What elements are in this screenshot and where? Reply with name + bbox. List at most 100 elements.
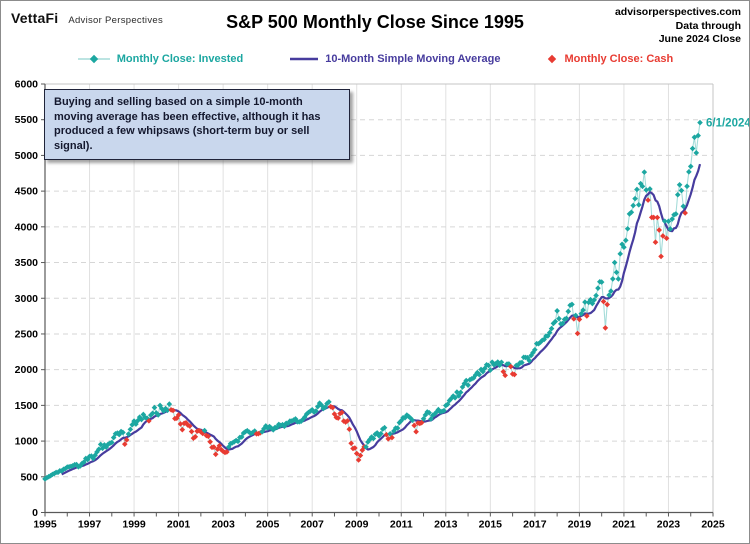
- moving-average-line-icon: [290, 57, 319, 61]
- cash-marker: [576, 316, 583, 323]
- invested-marker: [110, 434, 117, 441]
- invested-marker: [587, 296, 594, 303]
- invested-marker: [225, 444, 232, 450]
- invested-marker: [545, 333, 551, 339]
- cash-marker: [339, 409, 345, 416]
- invested-marker: [489, 359, 495, 365]
- invested-marker: [125, 431, 132, 437]
- invested-marker: [363, 444, 369, 450]
- invested-marker: [476, 371, 482, 378]
- cash-marker: [214, 446, 221, 453]
- cash-marker: [173, 415, 180, 422]
- cash-marker: [584, 313, 590, 319]
- invested-marker: [493, 360, 499, 367]
- cash-marker: [652, 239, 659, 245]
- invested-marker: [138, 416, 145, 423]
- cash-marker: [658, 253, 664, 260]
- invested-marker: [628, 209, 635, 216]
- y-tick-label: 500: [20, 471, 38, 483]
- invested-marker: [478, 366, 484, 373]
- invested-marker: [563, 315, 570, 322]
- invested-marker: [684, 183, 690, 190]
- cash-marker: [335, 415, 341, 421]
- invested-marker: [309, 407, 315, 413]
- cash-marker: [500, 368, 507, 375]
- invested-marker: [691, 134, 698, 141]
- invested-marker: [622, 237, 629, 244]
- y-tick-label: 4000: [15, 221, 39, 233]
- invested-marker: [238, 434, 245, 440]
- cash-marker: [600, 298, 607, 305]
- invested-marker: [276, 421, 282, 428]
- cash-marker: [507, 363, 514, 370]
- invested-marker: [593, 292, 599, 299]
- invested-marker: [120, 429, 126, 436]
- invested-marker: [405, 413, 412, 420]
- cash-marker: [170, 407, 176, 414]
- invested-marker: [552, 318, 559, 325]
- x-tick-label: 1997: [78, 519, 102, 531]
- y-tick-label: 2000: [15, 364, 39, 376]
- invested-marker: [678, 187, 685, 194]
- invested-marker: [318, 402, 325, 408]
- invested-marker: [463, 377, 470, 384]
- invested-marker: [409, 417, 416, 424]
- invested-marker: [665, 218, 672, 225]
- invested-marker: [44, 474, 50, 481]
- invested-marker: [687, 163, 694, 170]
- invested-marker: [144, 415, 150, 422]
- invested-marker: [530, 349, 536, 356]
- y-tick-label: 0: [32, 507, 38, 519]
- invested-marker: [162, 405, 169, 412]
- invested-marker: [307, 408, 314, 415]
- chart-legend: Monthly Close: Invested 10-Month Simple …: [1, 53, 749, 65]
- invested-marker: [608, 288, 614, 294]
- invested-marker: [250, 429, 256, 436]
- cash-marker: [385, 436, 392, 442]
- invested-marker: [127, 426, 134, 433]
- cash-marker: [190, 435, 197, 441]
- cash-diamond-icon: [548, 54, 557, 64]
- invested-marker: [90, 455, 97, 462]
- cash-marker: [663, 235, 670, 242]
- last-point-label: 6/1/2024: [706, 118, 749, 130]
- invested-marker: [77, 463, 84, 469]
- invested-marker: [431, 411, 438, 417]
- x-tick-label: 2015: [479, 519, 503, 531]
- invested-marker: [626, 211, 633, 217]
- invested-marker: [450, 393, 457, 399]
- invested-marker: [689, 145, 696, 152]
- header-right-block: advisorperspectives.com Data through Jun…: [615, 6, 741, 47]
- invested-marker: [301, 414, 308, 420]
- invested-marker: [669, 216, 675, 222]
- invested-marker: [639, 183, 646, 190]
- cash-marker: [502, 372, 508, 379]
- invested-marker: [292, 416, 299, 422]
- invested-marker: [374, 430, 380, 436]
- cash-marker: [205, 433, 212, 440]
- invested-marker: [480, 368, 486, 375]
- invested-marker: [264, 425, 271, 431]
- invested-marker: [105, 441, 111, 448]
- cash-marker: [183, 420, 189, 426]
- cash-marker: [656, 227, 662, 233]
- x-tick-label: 1995: [33, 519, 57, 531]
- invested-marker: [519, 359, 525, 366]
- invested-marker: [378, 430, 384, 437]
- x-tick-label: 2013: [434, 519, 458, 531]
- invested-marker: [546, 329, 553, 336]
- legend-label-cash: Monthly Close: Cash: [564, 53, 674, 65]
- cash-marker: [352, 445, 358, 451]
- cash-marker: [186, 423, 193, 429]
- invested-marker: [51, 470, 58, 477]
- invested-marker: [92, 452, 98, 459]
- invested-marker: [394, 425, 401, 431]
- cash-marker: [224, 449, 230, 455]
- invested-marker: [164, 407, 171, 414]
- invested-marker: [559, 320, 566, 327]
- invested-marker: [133, 421, 139, 427]
- invested-marker: [322, 404, 328, 411]
- cash-marker: [353, 450, 360, 457]
- invested-line-diamond-icon: [77, 54, 110, 64]
- cash-marker: [645, 197, 651, 203]
